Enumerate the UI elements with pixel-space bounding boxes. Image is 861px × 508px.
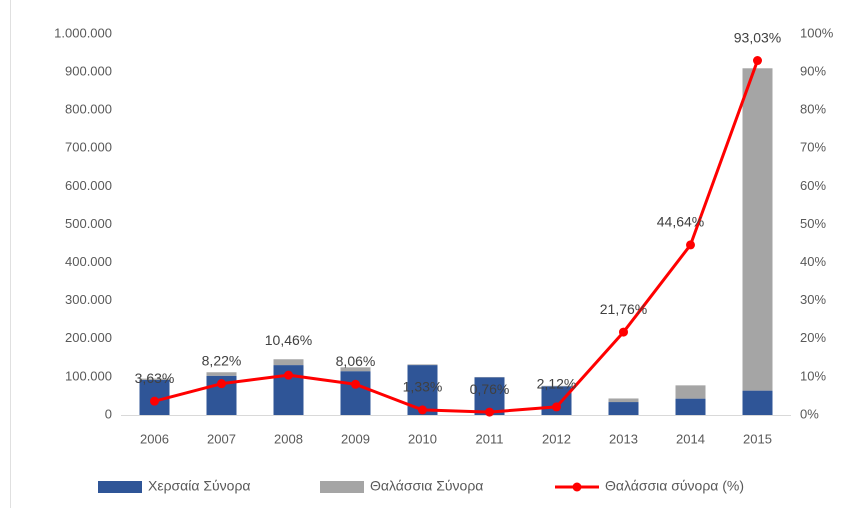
- x-tick-label: 2015: [743, 431, 772, 446]
- y-tick-label: 600.000: [65, 178, 112, 193]
- y-tick-label: 200.000: [65, 330, 112, 345]
- y-tick-label: 900.000: [65, 64, 112, 79]
- y2-tick-label: 20%: [800, 330, 826, 345]
- x-tick-label: 2010: [408, 431, 437, 446]
- bar: [407, 364, 438, 366]
- legend-label: Θαλάσσια σύνορα (%): [605, 478, 744, 494]
- bar: [139, 378, 170, 380]
- marker: [753, 56, 762, 66]
- data-label: 1,33%: [403, 379, 443, 395]
- y2-tick-label: 70%: [800, 140, 826, 155]
- marker: [150, 396, 159, 406]
- bar: [675, 398, 706, 415]
- y2-tick-label: 50%: [800, 216, 826, 231]
- y2-tick-label: 80%: [800, 102, 826, 117]
- y-tick-label: 0: [105, 406, 112, 421]
- marker: [686, 240, 695, 250]
- y-tick-label: 1.000.000: [54, 25, 112, 40]
- bar: [608, 402, 639, 415]
- bar: [742, 68, 773, 391]
- y2-tick-label: 90%: [800, 64, 826, 79]
- data-label: 8,22%: [202, 352, 242, 368]
- y-tick-label: 100.000: [65, 368, 112, 383]
- data-label: 2,12%: [537, 376, 577, 392]
- bar: [273, 359, 304, 366]
- y-tick-label: 400.000: [65, 254, 112, 269]
- data-label: 93,03%: [734, 29, 781, 45]
- x-tick-label: 2007: [207, 431, 236, 446]
- y2-tick-label: 30%: [800, 292, 826, 307]
- x-tick-label: 2008: [274, 431, 303, 446]
- x-tick-label: 2009: [341, 431, 370, 446]
- y2-tick-label: 60%: [800, 178, 826, 193]
- marker: [284, 370, 293, 380]
- marker: [552, 402, 561, 412]
- marker: [619, 327, 628, 337]
- line: [154, 60, 759, 414]
- x-tick-label: 2011: [476, 431, 504, 446]
- x-tick-label: 2012: [542, 431, 571, 446]
- marker: [418, 405, 427, 415]
- legend-swatch: [320, 481, 364, 493]
- data-label: 21,76%: [600, 301, 647, 317]
- x-tick-label: 2014: [676, 431, 705, 446]
- bar: [340, 367, 371, 372]
- y-tick-label: 300.000: [65, 292, 112, 307]
- bar: [541, 385, 572, 387]
- bar: [206, 372, 237, 376]
- data-label: 3,63%: [135, 370, 175, 386]
- legend-swatch: [572, 482, 582, 492]
- data-label: 44,64%: [657, 214, 704, 230]
- legend-swatch: [98, 481, 142, 493]
- bar: [675, 385, 706, 399]
- marker: [351, 379, 360, 389]
- y-tick-label: 800.000: [65, 102, 112, 117]
- y-tick-label: 500.000: [65, 216, 112, 231]
- x-tick-label: 2013: [609, 431, 638, 446]
- marker: [217, 379, 226, 389]
- legend-label: Θαλάσσια Σύνορα: [370, 478, 483, 494]
- bar: [742, 390, 773, 415]
- data-label: 10,46%: [265, 332, 312, 348]
- y2-tick-label: 0%: [800, 406, 819, 421]
- bar: [340, 371, 371, 415]
- bar: [608, 398, 639, 403]
- data-label: 8,06%: [336, 353, 376, 369]
- y-tick-label: 700.000: [65, 140, 112, 155]
- legend-label: Χερσαία Σύνορα: [148, 478, 251, 494]
- y2-tick-label: 10%: [800, 368, 826, 383]
- marker: [485, 407, 494, 417]
- x-tick-label: 2006: [140, 431, 169, 446]
- y2-tick-label: 100%: [800, 25, 834, 40]
- y2-tick-label: 40%: [800, 254, 826, 269]
- data-label: 0,76%: [470, 381, 510, 397]
